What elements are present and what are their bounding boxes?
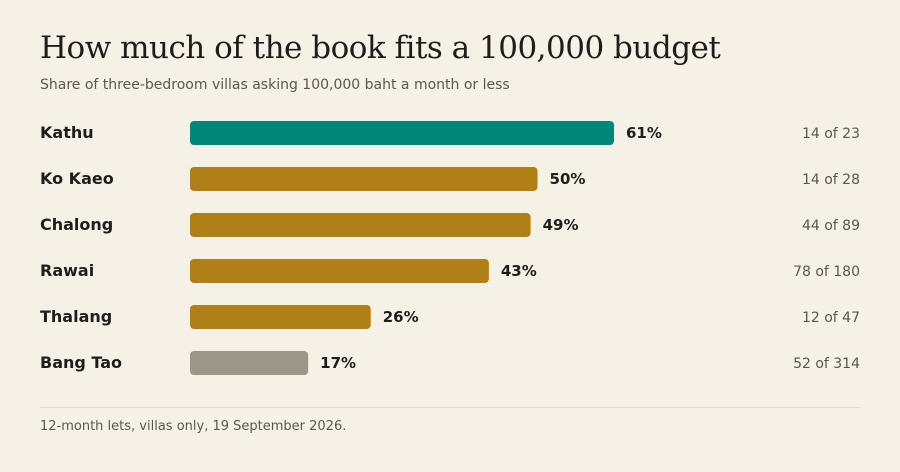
bar (190, 259, 489, 283)
count-label: 12 of 47 (802, 310, 860, 326)
count-label: 78 of 180 (793, 264, 860, 280)
footer-divider (40, 407, 860, 408)
bar (190, 121, 614, 145)
value-label: 50% (550, 170, 586, 188)
category-label: Thalang (40, 307, 112, 326)
count-label: 44 of 89 (802, 218, 860, 234)
bar (190, 167, 538, 191)
category-label: Rawai (40, 261, 94, 280)
footnote: 12-month lets, villas only, 19 September… (40, 419, 347, 434)
chart-title: How much of the book fits a 100,000 budg… (40, 30, 721, 66)
bar (190, 305, 371, 329)
value-label: 43% (501, 262, 537, 280)
bar (190, 351, 309, 375)
chart-subtitle: Share of three-bedroom villas asking 100… (40, 77, 510, 93)
count-label: 14 of 23 (802, 126, 860, 142)
category-label: Kathu (40, 123, 94, 142)
value-label: 49% (543, 216, 579, 234)
category-label: Bang Tao (40, 353, 122, 372)
category-label: Ko Kaeo (40, 169, 114, 188)
count-label: 14 of 28 (802, 172, 860, 188)
bar (190, 213, 531, 237)
value-label: 61% (626, 124, 662, 142)
value-label: 17% (320, 354, 356, 372)
category-label: Chalong (40, 215, 113, 234)
count-label: 52 of 314 (793, 356, 860, 372)
value-label: 26% (383, 308, 419, 326)
